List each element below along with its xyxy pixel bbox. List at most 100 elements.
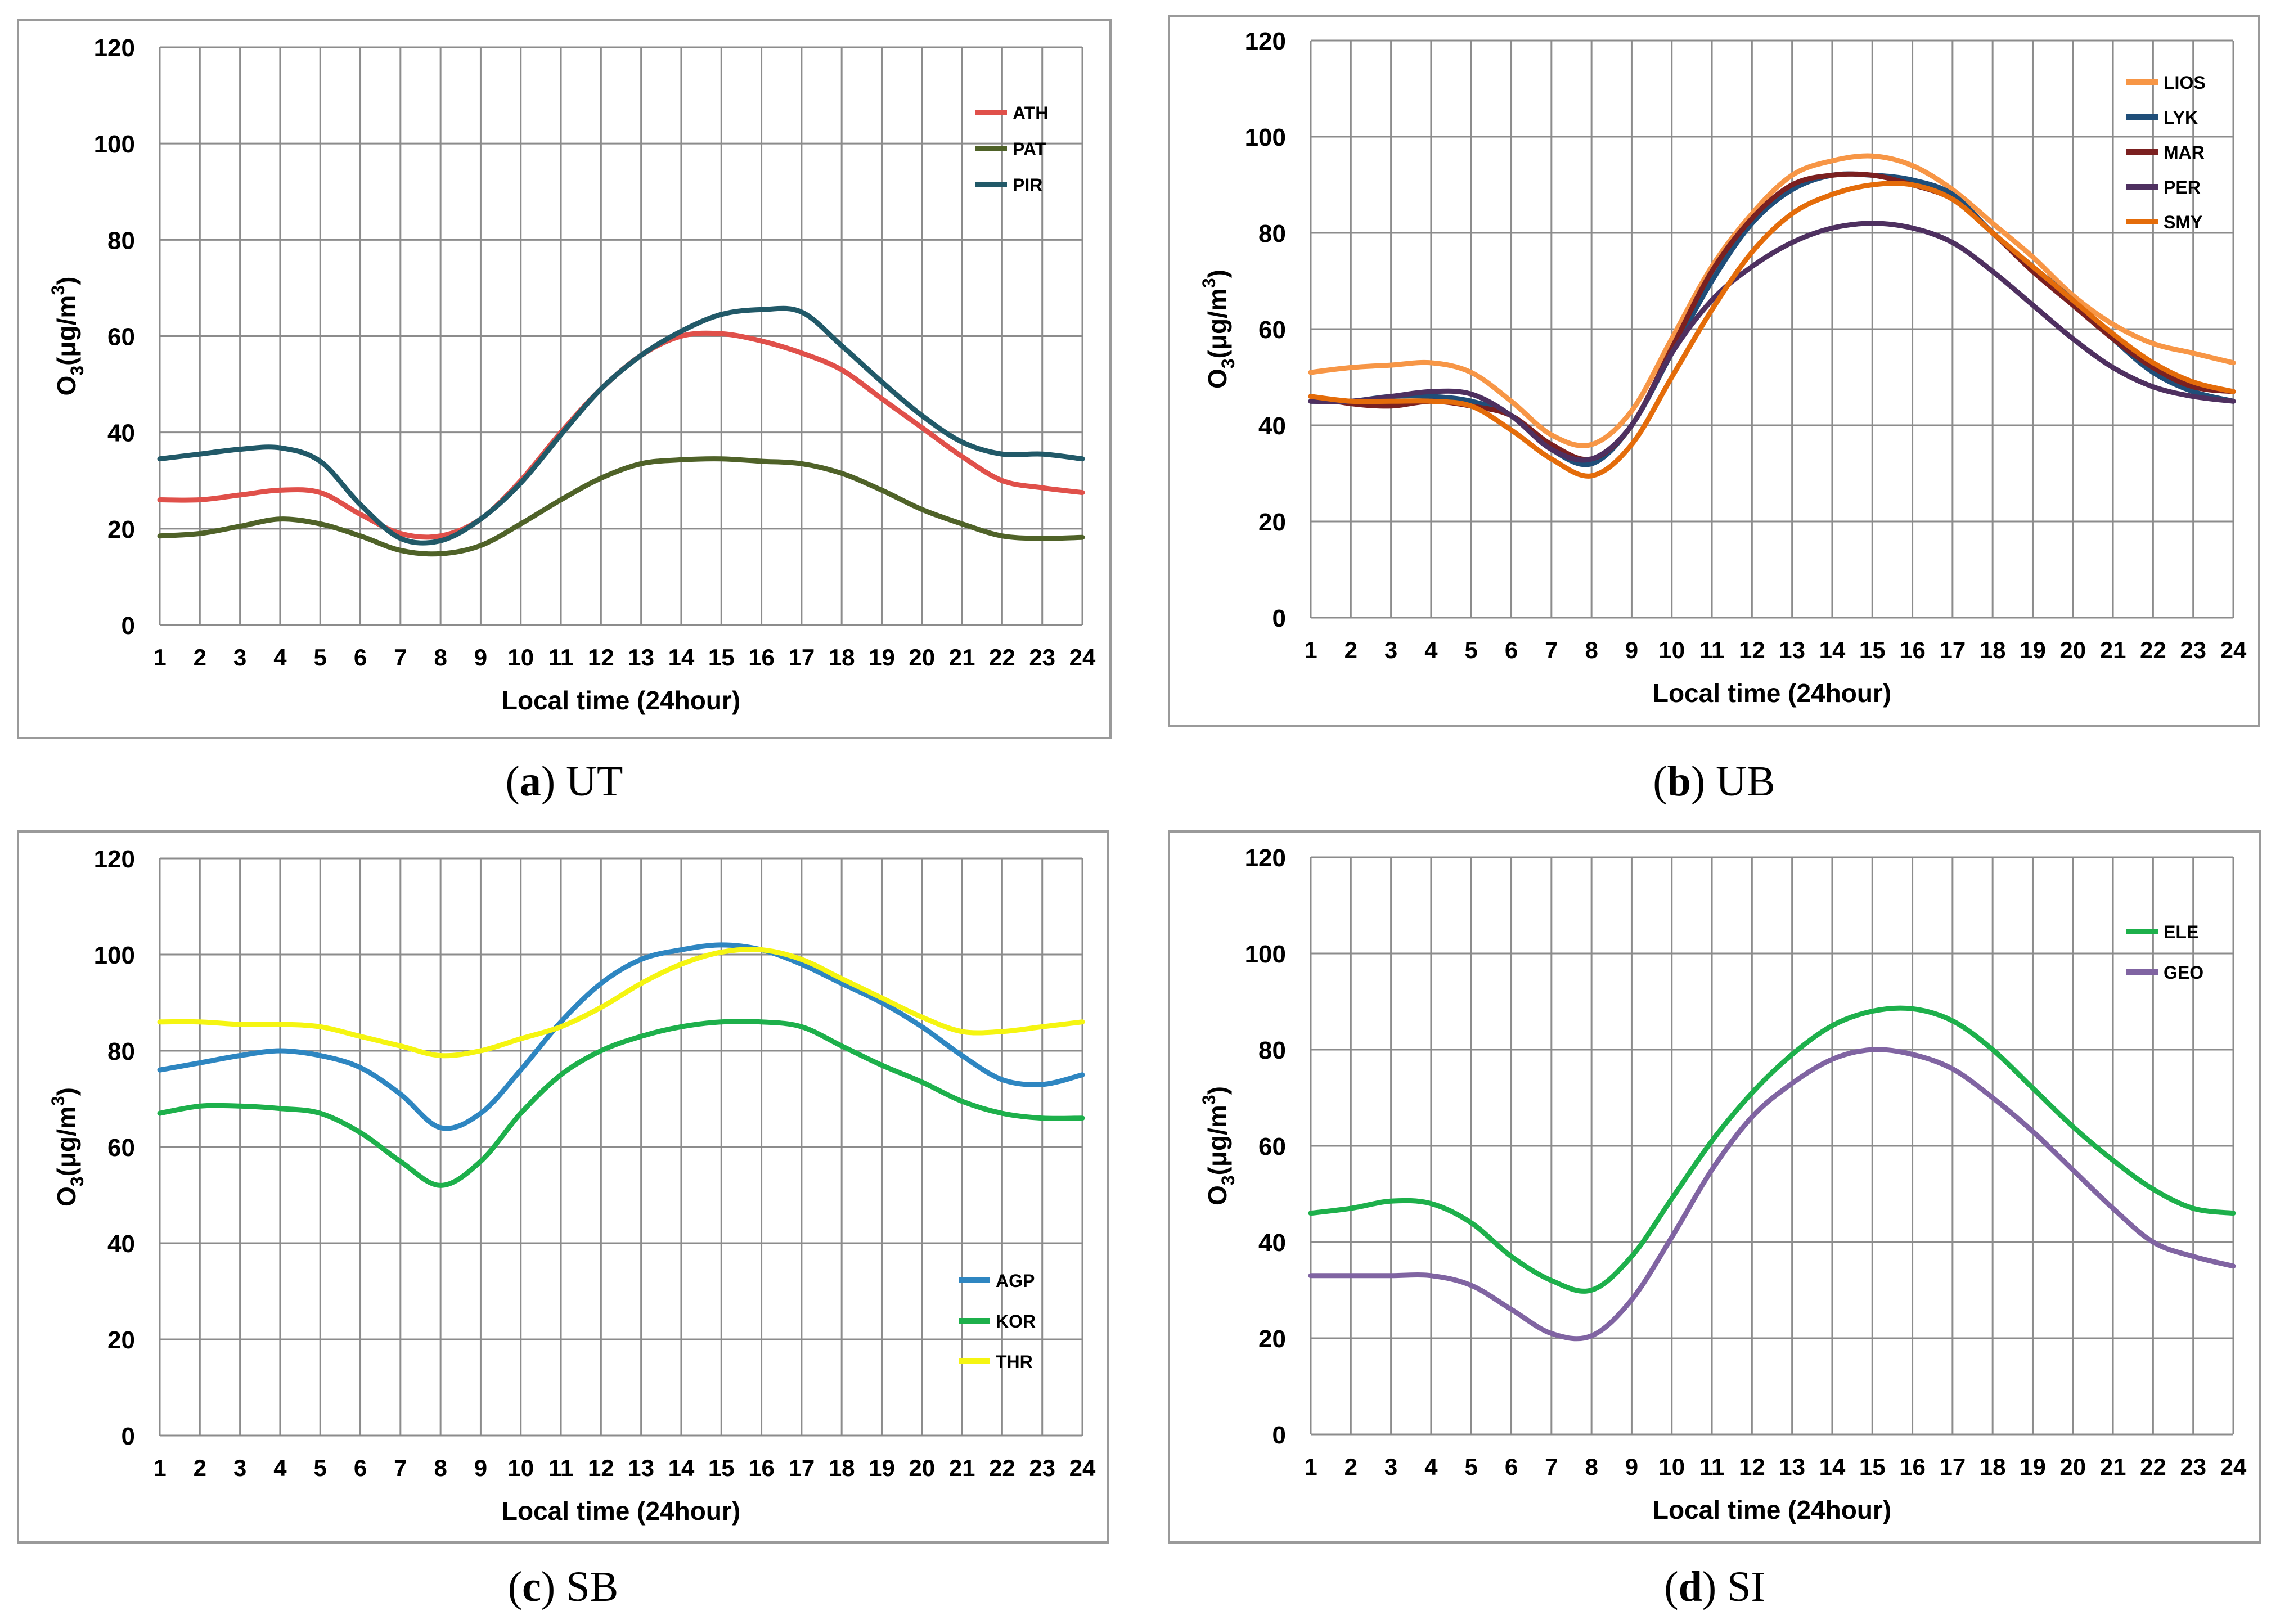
caption-c: (c) SB	[507, 1563, 619, 1610]
x-tick-label: 20	[2059, 1454, 2086, 1480]
y-tick-label: 80	[107, 1038, 135, 1065]
x-tick-label: 9	[474, 644, 487, 671]
panel-d: 0 20 40 60 80 100 120 1 2 3 4 5 6 7 8 9 10 11 12 13 14 15 16 17…	[1168, 830, 2261, 1544]
x-tick-label: 7	[394, 644, 407, 671]
y-tick-label: 80	[107, 227, 135, 254]
y-axis-label: O3(μg/m3)	[1199, 269, 1238, 389]
y-tick-label: 100	[94, 942, 135, 969]
x-axis-label: Local time (24hour)	[1653, 678, 1891, 708]
x-tick-label: 19	[869, 1455, 895, 1481]
x-tick-label: 6	[1505, 1454, 1518, 1480]
x-tick-label: 18	[829, 1455, 855, 1481]
y-tick-label: 40	[1258, 412, 1286, 440]
legend-label-pir: PIR	[1013, 175, 1042, 195]
y-tick-label: 120	[1245, 28, 1286, 55]
x-tick-label: 14	[668, 644, 695, 671]
x-tick-label: 20	[909, 1455, 935, 1481]
y-tick-label: 100	[1245, 124, 1286, 151]
y-tick-label: 100	[1245, 941, 1286, 968]
x-tick-label: 21	[949, 1455, 975, 1481]
x-tick-label: 8	[434, 1455, 447, 1481]
caption-a-text: UT	[566, 758, 623, 805]
x-tick-label: 3	[1384, 637, 1397, 663]
y-tick-label: 60	[107, 323, 135, 351]
caption-a: (a) UT	[505, 758, 623, 805]
legend-label-kor: KOR	[996, 1311, 1036, 1331]
x-tick-label: 13	[1779, 637, 1805, 663]
y-tick-label: 0	[122, 612, 135, 640]
x-tick-label: 24	[1069, 644, 1096, 671]
legend-label-agp: AGP	[996, 1271, 1035, 1291]
x-tick-label: 1	[153, 644, 166, 671]
x-tick-label: 10	[1658, 1454, 1685, 1480]
x-tick-label: 10	[1658, 637, 1685, 663]
y-tick-label: 40	[107, 1230, 135, 1258]
x-tick-label: 7	[1545, 1454, 1558, 1480]
x-tick-label: 4	[1424, 637, 1438, 663]
x-tick-label: 8	[1585, 637, 1598, 663]
x-tick-label: 10	[507, 644, 534, 671]
x-tick-label: 15	[708, 644, 735, 671]
caption-c-text: SB	[566, 1563, 619, 1610]
x-tick-label: 4	[273, 644, 287, 671]
x-tick-label: 11	[548, 644, 573, 671]
x-axis-label: Local time (24hour)	[502, 1496, 740, 1526]
x-tick-label: 9	[1625, 1454, 1638, 1480]
caption-c-letter: c	[522, 1563, 541, 1610]
x-tick-label: 17	[1940, 637, 1966, 663]
x-tick-label: 12	[588, 644, 614, 671]
x-tick-label: 6	[354, 1455, 367, 1481]
legend-label-ath: ATH	[1013, 103, 1048, 123]
x-tick-label: 3	[233, 644, 246, 671]
caption-b: (b) UB	[1653, 758, 1775, 805]
legend-label-smy: SMY	[2164, 212, 2202, 232]
y-tick-label: 0	[1272, 1421, 1286, 1449]
y-tick-label: 100	[94, 131, 135, 158]
y-axis-label: O3(μg/m3)	[48, 277, 87, 396]
caption-b-letter: b	[1667, 758, 1691, 805]
series-line-ath	[157, 330, 1085, 540]
x-tick-label: 17	[1940, 1454, 1966, 1480]
x-tick-label: 8	[1585, 1454, 1598, 1480]
x-tick-label: 18	[1980, 1454, 2006, 1480]
y-tick-label: 60	[107, 1134, 135, 1162]
panel-a: 0 20 40 60 80 100 120 1 2 3 4 5 6 7 8 9 10 11 12 13 14 15 16 17…	[17, 19, 1112, 739]
x-tick-label: 3	[1384, 1454, 1397, 1480]
x-tick-label: 20	[2059, 637, 2086, 663]
x-tick-label: 17	[789, 1455, 815, 1481]
x-tick-label: 15	[708, 1455, 735, 1481]
x-tick-label: 7	[1545, 637, 1558, 663]
x-tick-label: 2	[194, 644, 206, 671]
x-tick-label: 12	[1739, 1454, 1765, 1480]
x-tick-label: 12	[1739, 637, 1765, 663]
x-tick-label: 22	[2140, 1454, 2166, 1480]
x-tick-label: 19	[2020, 637, 2046, 663]
x-tick-label: 22	[989, 644, 1015, 671]
caption-a-letter: a	[519, 758, 541, 805]
x-tick-label: 5	[1465, 637, 1478, 663]
x-tick-label: 23	[1029, 1455, 1055, 1481]
x-tick-label: 23	[2180, 1454, 2206, 1480]
x-tick-label: 16	[748, 644, 775, 671]
series-line-thr	[157, 947, 1085, 1059]
x-tick-label: 1	[1304, 637, 1317, 663]
x-tick-label: 20	[909, 644, 935, 671]
y-tick-label: 80	[1258, 220, 1286, 248]
y-tick-label: 0	[1272, 605, 1286, 632]
x-tick-label: 14	[1819, 637, 1846, 663]
panel-c: 0 20 40 60 80 100 120 1 2 3 4 5 6 7 8 9 10 11 12 13 14 15 16 17…	[17, 830, 1109, 1544]
legend-label-lios: LIOS	[2164, 73, 2206, 93]
series-line-ele	[1308, 1005, 2236, 1294]
x-axis-label: Local time (24hour)	[1653, 1495, 1891, 1524]
legend-label-lyk: LYK	[2164, 107, 2198, 128]
x-tick-label: 11	[1699, 637, 1724, 663]
series-line-smy	[1308, 181, 2236, 479]
x-tick-label: 14	[1819, 1454, 1846, 1480]
x-tick-label: 22	[989, 1455, 1015, 1481]
x-tick-label: 22	[2140, 637, 2166, 663]
x-tick-label: 2	[194, 1455, 206, 1481]
y-tick-label: 0	[122, 1423, 135, 1450]
